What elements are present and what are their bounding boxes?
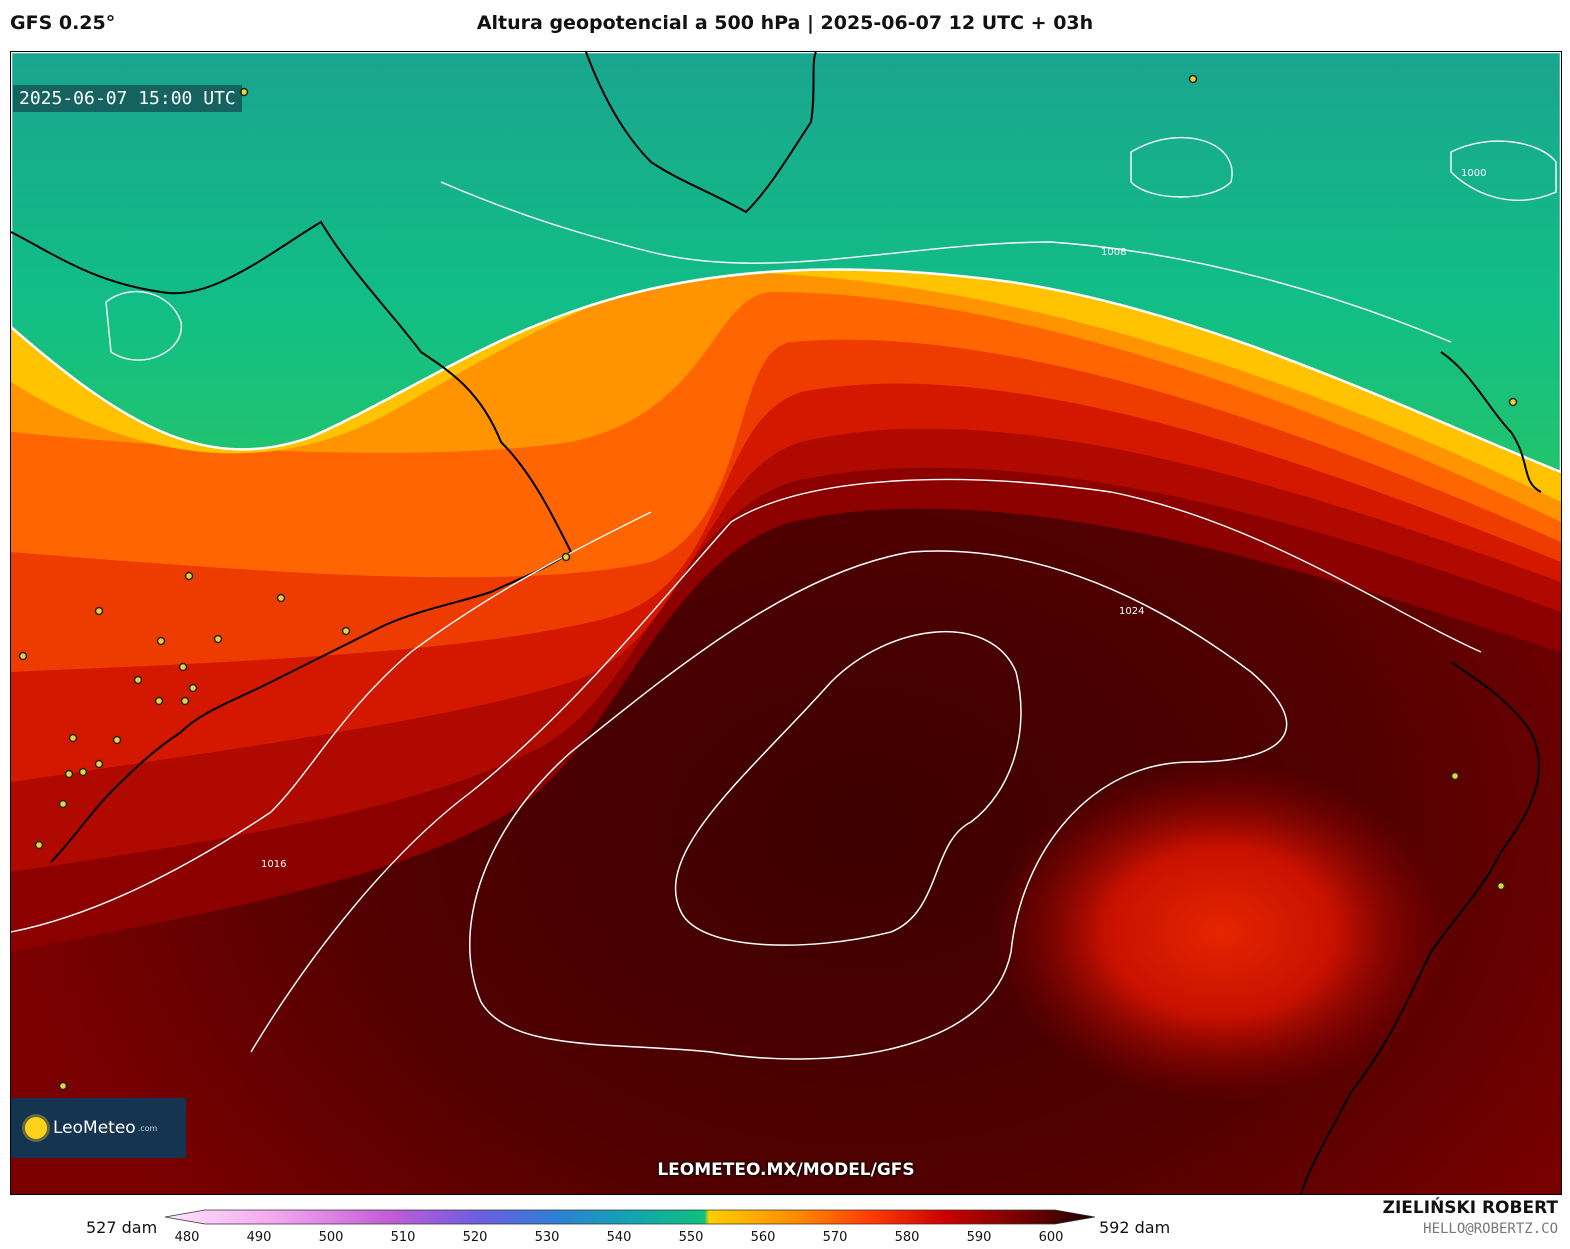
city-marker [1450,771,1460,781]
city-marker [188,683,198,693]
model-label: GFS 0.25° [10,12,116,34]
city-marker [1508,397,1518,407]
isobar-1016-south [250,478,1482,1053]
city-marker [94,606,104,616]
isobar-1016-closed [105,290,182,361]
map-panel: 1000 1008 1016 1024 [10,51,1562,1195]
sun-icon [25,1117,47,1139]
map-title: Altura geopotencial a 500 hPa | 2025-06-… [476,12,1094,34]
city-marker [64,769,74,779]
city-marker [184,571,194,581]
isobar-label-1024: 1024 [1119,606,1144,617]
city-markers [18,74,1518,1091]
city-marker [180,696,190,706]
city-marker [133,675,143,685]
author-credit: ZIELIŃSKI ROBERT [1382,1198,1558,1218]
geopotential-field: 1000 1008 1016 1024 [11,52,1561,1194]
leometeo-logo[interactable]: LeoMeteo .com [11,1098,186,1158]
isobar-1024-outer [469,550,1288,1060]
isobar-1024-inner [674,631,1022,946]
city-marker [58,799,68,809]
city-marker [68,733,78,743]
warm-spot [991,762,1451,1102]
city-marker [276,593,286,603]
city-marker [213,634,223,644]
source-url[interactable]: LEOMETEO.MX/MODEL/GFS [657,1160,915,1180]
north-america-coast [11,220,573,863]
city-marker [178,662,188,672]
logo-suffix: .com [137,1123,158,1133]
city-marker [1188,74,1198,84]
colorbar-tick-label: 510 [390,1230,416,1245]
city-marker [341,626,351,636]
colorbar-min-label: 527 dam [86,1218,158,1237]
isobar-1000 [1450,140,1557,201]
city-marker [156,636,166,646]
greenland-coast [585,52,817,214]
valid-time-badge: 2025-06-07 15:00 UTC [13,85,242,112]
city-marker [58,1081,68,1091]
colorbar-tick-label: 590 [966,1230,992,1245]
city-marker [94,759,104,769]
city-marker [154,696,164,706]
city-marker [561,552,571,562]
colorbar-tick-label: 540 [606,1230,632,1245]
colorbar-tick-label: 600 [1038,1230,1064,1245]
isobar-small-closed [1130,136,1233,198]
colorbar-tick-label: 550 [678,1230,704,1245]
colorbar-tick-label: 490 [246,1230,272,1245]
author-email[interactable]: HELLO@ROBERTZ.CO [1423,1221,1558,1237]
city-marker [78,767,88,777]
ireland-coast [1440,351,1542,493]
isobar-label-1000: 1000 [1461,168,1486,179]
isobar-label-1016: 1016 [261,859,286,870]
city-marker [34,840,44,850]
colorbar-max-label: 592 dam [1099,1218,1171,1237]
colorbar-tick-label: 480 [174,1230,200,1245]
colorbar-tick-label: 520 [462,1230,488,1245]
iberia-africa-coast [1300,661,1540,1194]
colorbar-tick-label: 560 [750,1230,776,1245]
isobar-1008 [440,181,1452,343]
colorbar [165,1209,1095,1225]
colorbar-tick-label: 570 [822,1230,848,1245]
colorbar-tick-label: 500 [318,1230,344,1245]
city-marker [18,651,28,661]
isobar-1016-west [11,511,652,933]
city-marker [1496,881,1506,891]
isobar-label-1008: 1008 [1101,247,1126,258]
colorbar-tick-label: 530 [534,1230,560,1245]
city-marker [112,735,122,745]
logo-brand: LeoMeteo [53,1118,136,1138]
colorbar-tick-label: 580 [894,1230,920,1245]
